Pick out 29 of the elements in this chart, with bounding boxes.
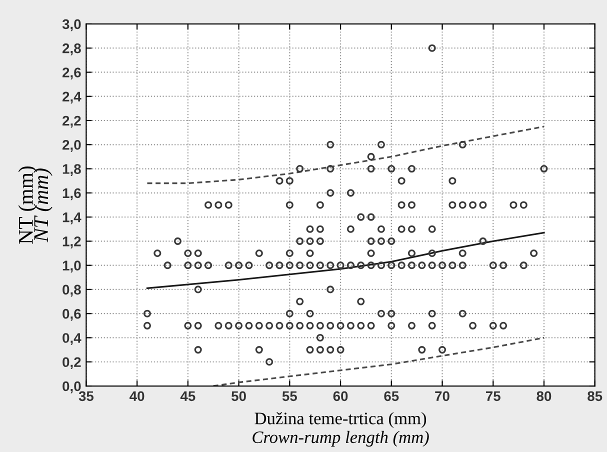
y-tick-label: 1,0 [62, 260, 81, 273]
x-tick-label: 65 [384, 391, 399, 402]
x-tick-label: 55 [282, 391, 297, 402]
y-tick-label: 0,0 [62, 381, 81, 394]
x-tick-label: 85 [588, 391, 602, 402]
x-tick-label: 70 [435, 391, 450, 402]
y-tick-label: 1,2 [62, 236, 81, 248]
y-tick-label: 3,0 [62, 19, 81, 32]
x-tick-label: 45 [180, 391, 196, 402]
x-tick-label: 75 [486, 391, 500, 402]
y-tick-label: 0,6 [62, 308, 81, 321]
x-tick-label: 40 [130, 391, 144, 402]
y-tick-label: 0,4 [62, 333, 82, 345]
y-tick-label: 2,8 [62, 43, 81, 56]
y-tick-label: 0,8 [62, 284, 81, 297]
y-tick-label: 2,2 [62, 116, 81, 128]
y-tick-label: 2,6 [62, 68, 81, 80]
y-tick-label: 1,6 [62, 188, 81, 200]
x-tick-label: 35 [78, 391, 94, 402]
y-tick-label: 1,4 [62, 212, 82, 224]
x-axis-title: Dužina teme-trtica (mm) Crown-rump length (mm) [252, 412, 429, 447]
y-tick-label: 1,8 [62, 164, 81, 176]
x-tick-label: 50 [232, 391, 246, 402]
x-tick-label: 80 [536, 391, 552, 402]
y-tick-label: 0,2 [62, 357, 81, 370]
y-tick-label: 2,0 [62, 140, 81, 152]
y-axis-title: NT (mm) NT (mm) [18, 166, 52, 244]
x-tick-label: 60 [333, 391, 348, 402]
y-tick-label: 2,4 [62, 92, 82, 104]
